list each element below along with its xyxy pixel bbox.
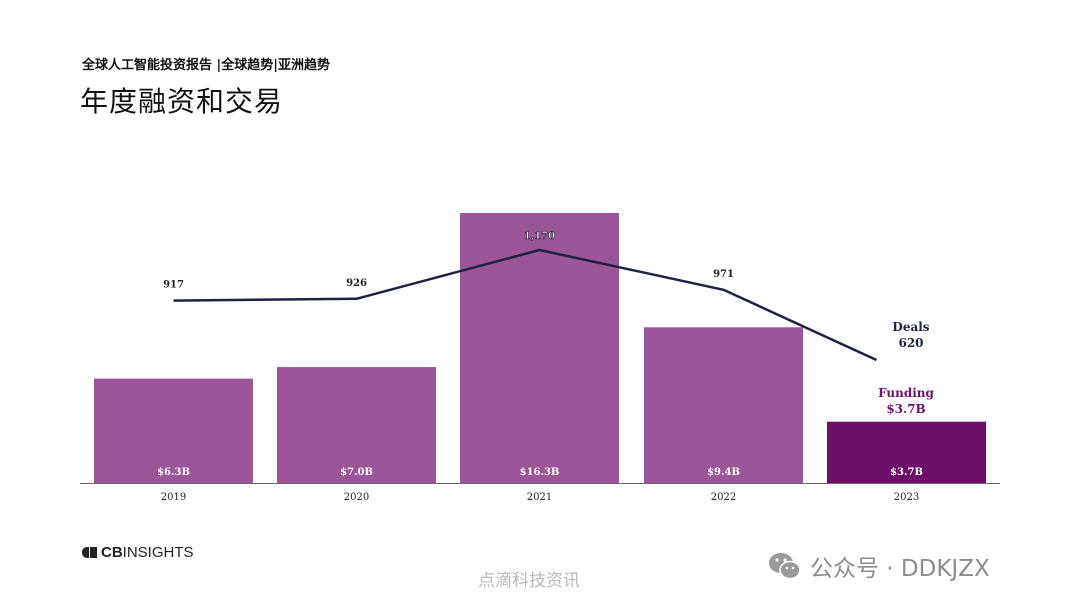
x-tick-label-2020: 2020 (344, 492, 369, 503)
funding-bar-label-2019: $6.3B (157, 467, 190, 478)
funding-bar-2022 (644, 327, 803, 483)
funding-bar-2021 (460, 213, 619, 483)
funding-legend-value: $3.7B (886, 402, 925, 416)
funding-bar-label-2020: $7.0B (340, 467, 373, 478)
funding-bar-label-2021: $16.3B (520, 467, 560, 478)
deals-line (173, 248, 878, 362)
x-tick-label-2021: 2021 (527, 492, 552, 503)
cbinsights-logo: CBINSIGHTS (82, 544, 194, 561)
x-tick-label-2022: 2022 (711, 492, 736, 503)
funding-bar-2019 (94, 378, 253, 483)
wechat-icon (769, 553, 801, 580)
deals-label-2021: 1,170 (524, 231, 555, 242)
watermark-center: 点滴科技资讯 (478, 571, 580, 591)
wechat-watermark: 公众号 · DDKJZX (768, 549, 990, 583)
deals-legend-label: Deals (892, 320, 929, 334)
report-subtitle: 全球人工智能投资报告 |全球趋势|亚洲趋势 (82, 58, 330, 73)
x-tick-label-2019: 2019 (161, 492, 186, 503)
deals-label-2022: 971 (713, 269, 734, 280)
x-tick-label-2023: 2023 (894, 492, 919, 503)
logo-text-bold: CB (101, 544, 123, 561)
page-title: 年度融资和交易 (80, 85, 284, 118)
cbinsights-logo-icon (82, 547, 97, 558)
deals-label-2019: 917 (163, 280, 184, 291)
wechat-account-label: 公众号 · DDKJZX (810, 556, 990, 582)
funding-legend-label: Funding (878, 386, 934, 400)
funding-bar-label-2022: $9.4B (707, 467, 740, 478)
funding-bar-label-2023: $3.7B (890, 467, 923, 478)
funding-bar-2020 (277, 367, 436, 483)
deals-label-2020: 926 (346, 278, 367, 289)
funding-bar-2023 (827, 421, 986, 483)
deals-legend-value: 620 (898, 336, 923, 350)
logo-text: INSIGHTS (122, 544, 194, 561)
